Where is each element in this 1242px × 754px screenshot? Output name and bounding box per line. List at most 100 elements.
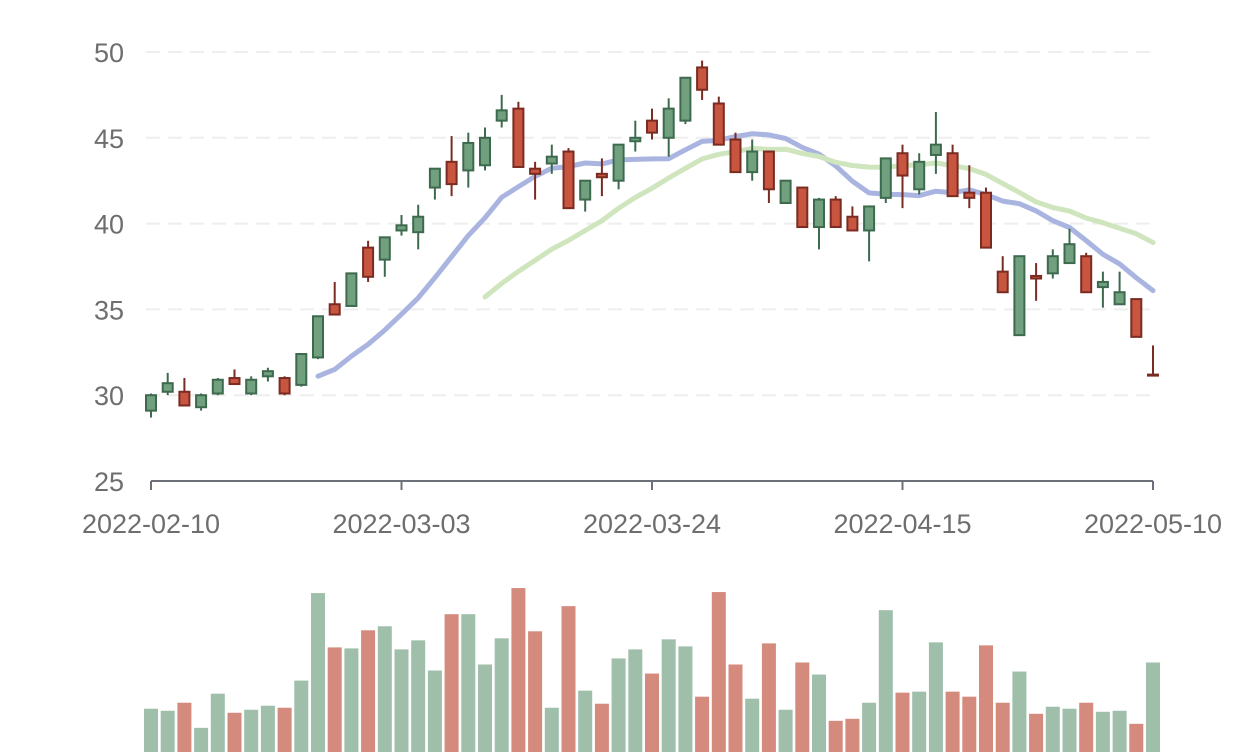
y-axis: 25 30 35 40 45 50 (94, 38, 124, 497)
y-tick-label: 40 (94, 210, 124, 240)
candle-body (929, 143, 942, 156)
volume-bar (979, 645, 993, 752)
y-tick-label: 25 (94, 467, 124, 497)
volume-bar (728, 664, 743, 752)
volume-bar (845, 718, 860, 752)
candle-down (796, 186, 809, 229)
candle-up (395, 215, 408, 236)
candle-up (545, 144, 558, 174)
candle-body (779, 179, 792, 205)
candle-up (245, 376, 258, 396)
candle-up (863, 205, 876, 262)
volume-bar (594, 703, 609, 752)
candle-body (545, 155, 558, 165)
volume-bar (828, 720, 843, 752)
volume-bar (1029, 713, 1044, 752)
candle-down (512, 101, 525, 168)
candle-down (729, 132, 742, 174)
volume-bar (344, 648, 359, 752)
candle-up (1046, 249, 1059, 279)
candle-body (579, 179, 592, 201)
candle-body (662, 107, 675, 139)
candle-down (712, 96, 725, 146)
candle-body (746, 150, 759, 174)
volume-bar (812, 674, 826, 752)
x-tick-label: 2022-03-24 (583, 509, 721, 539)
candle-body (345, 272, 358, 307)
volume-bar (962, 696, 977, 752)
candle-body (729, 138, 742, 174)
volume-bar (544, 707, 559, 752)
volume-bar (411, 640, 426, 752)
volume-bar (444, 614, 459, 752)
candle-body (161, 382, 174, 393)
candle-body (1147, 373, 1159, 377)
candle-body (796, 186, 809, 229)
volume-bar (1045, 706, 1060, 752)
candle-body (980, 191, 992, 249)
candle-up (746, 139, 759, 181)
candle-body (1096, 280, 1109, 289)
candle-down (529, 161, 542, 200)
volume-bar (578, 690, 593, 752)
candle-up (145, 393, 157, 418)
volume-bar (928, 642, 943, 752)
candle-up (428, 167, 441, 200)
volume-bar (745, 698, 760, 752)
volume-bar (277, 707, 292, 752)
volume-bar (611, 658, 626, 752)
candle-body (178, 390, 191, 407)
volume-bar (478, 664, 492, 752)
candle-body (1130, 298, 1143, 338)
volume-bar (177, 702, 192, 752)
candle-body (261, 370, 274, 378)
candle-body (846, 215, 859, 232)
candle-up (662, 98, 675, 157)
volume-bar (945, 691, 960, 752)
candle-body (445, 160, 458, 186)
volume-bar (377, 626, 392, 752)
volume-bar (1012, 671, 1027, 752)
candle-up (345, 272, 358, 307)
volume-bar (895, 692, 910, 752)
volume-bar (1112, 710, 1127, 752)
candle-up (211, 378, 224, 396)
candle-up (879, 157, 892, 204)
candle-body (1013, 255, 1026, 337)
candle-up (913, 153, 926, 195)
x-tick-label: 2022-05-10 (1084, 509, 1222, 539)
candle-body (612, 143, 625, 182)
candle-up (195, 393, 208, 411)
candle-body (462, 141, 475, 172)
volume-bar (862, 702, 877, 752)
candle-down (178, 378, 191, 407)
candle-down (1080, 252, 1093, 294)
candle-down (228, 369, 241, 386)
candle-up (261, 367, 274, 382)
volume-bar (695, 696, 710, 752)
x-tick-label: 2022-04-15 (833, 509, 971, 539)
candle-body (362, 246, 375, 278)
candle-down (1030, 263, 1043, 301)
candle-body (228, 377, 241, 386)
candle-up (629, 120, 642, 152)
candle-up (378, 236, 391, 277)
candle-body (595, 172, 608, 179)
candle-up (1113, 271, 1126, 306)
volume-bar (361, 630, 376, 752)
candle-body (1046, 255, 1059, 275)
x-tick-label: 2022-03-03 (332, 509, 470, 539)
volume-bar (1129, 723, 1144, 752)
volume-bar (1062, 708, 1077, 752)
candle-up (495, 94, 508, 128)
candle-down (1130, 298, 1143, 338)
volume-bar (210, 693, 225, 752)
volume-bar (678, 646, 693, 752)
volume-bar (244, 709, 259, 752)
candle-down (562, 148, 575, 210)
volume-bar (645, 673, 659, 752)
volume-bar (661, 639, 676, 752)
volume-bar (327, 647, 342, 752)
candle-body (295, 353, 308, 386)
